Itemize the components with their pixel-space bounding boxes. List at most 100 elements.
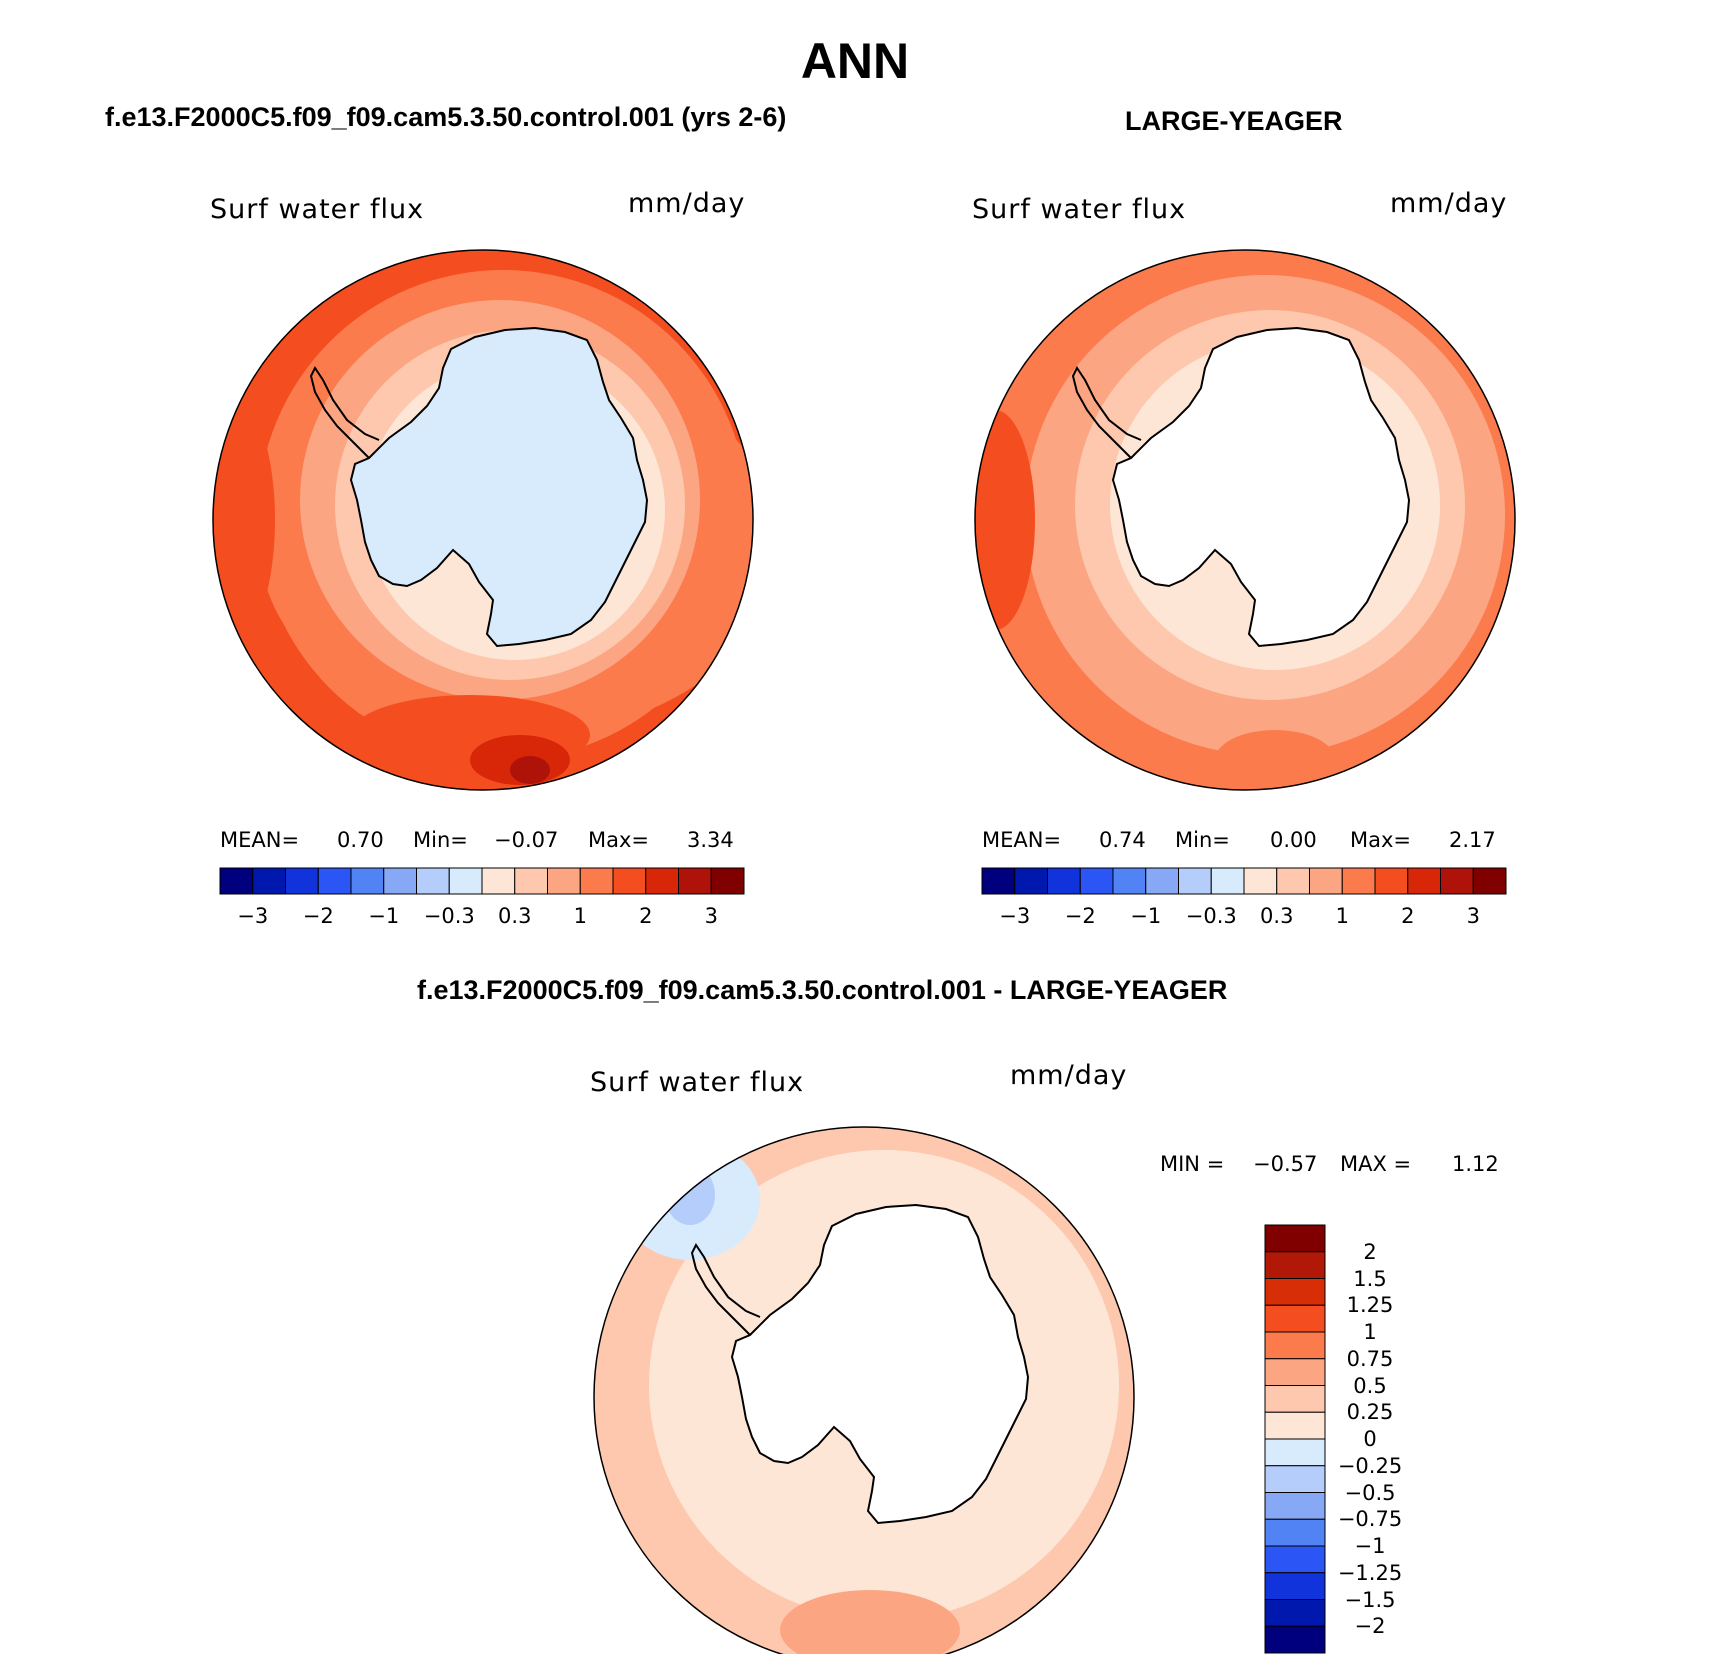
panel2-min-value: 0.00 <box>1270 828 1317 852</box>
panel1-colorbar-box <box>710 867 745 895</box>
panel3-colorbar-box <box>1264 1411 1326 1440</box>
panel1-max-label: Max= <box>588 828 650 852</box>
panel3-units-label: mm/day <box>1010 1060 1128 1091</box>
panel2-colorbar <box>981 867 1507 895</box>
panel3-colorbar-tick-label: −2 <box>1354 1614 1386 1639</box>
panel1-variable-label: Surf water flux <box>210 194 425 225</box>
panel3-colorbar-box <box>1264 1251 1326 1279</box>
panel1-colorbar-box <box>285 867 319 895</box>
panel1-min-label: Min= <box>413 828 468 852</box>
panel3-colorbar-box <box>1264 1599 1326 1627</box>
panel2-colorbar-box <box>1112 867 1147 895</box>
panel3-colorbar-box <box>1264 1625 1326 1654</box>
panel3-colorbar-tick-label: 1.25 <box>1346 1293 1394 1318</box>
panel2-colorbar-tick-label: −2 <box>1064 904 1096 928</box>
panel1-mean-label: MEAN= <box>220 828 300 852</box>
panel1-colorbar-box <box>579 867 614 895</box>
panel2-colorbar-box <box>1079 867 1114 895</box>
panel2-units-label: mm/day <box>1390 188 1508 219</box>
panel2-max-label: Max= <box>1350 828 1412 852</box>
panel3-colorbar-tick-label: 1 <box>1363 1320 1377 1344</box>
panel3-colorbar-box <box>1264 1572 1326 1600</box>
panel3-colorbar-tick-label: −0.25 <box>1337 1453 1403 1478</box>
panel2-colorbar-tick-label: 0.3 <box>1260 904 1294 928</box>
panel3-colorbar-tick-label: −1.25 <box>1337 1560 1403 1585</box>
panel1-colorbar-box <box>350 867 385 895</box>
panel2-map <box>975 250 1515 790</box>
panel1-map <box>213 250 753 790</box>
panel3-colorbar-box <box>1264 1331 1326 1360</box>
panel2-colorbar-box <box>1472 867 1507 895</box>
panel3-max-value: 1.12 <box>1452 1152 1499 1176</box>
panel1-colorbar-box <box>645 867 679 895</box>
panel2-colorbar-tick-label: 2 <box>1401 904 1415 928</box>
panel3-colorbar-tick-label: 0.25 <box>1346 1400 1394 1425</box>
panel3-colorbar-tick-label: −1 <box>1354 1534 1386 1558</box>
panel1-colorbar-box <box>416 867 450 895</box>
panel2-colorbar-box <box>1309 867 1343 895</box>
panel3-min-label: MIN = <box>1160 1152 1225 1176</box>
panel1-colorbar-tick-label: 0.3 <box>498 904 532 928</box>
panel3-colorbar-box <box>1264 1518 1326 1547</box>
panel2-colorbar-tick-label: −3 <box>999 904 1031 928</box>
panel2-case-title: LARGE-YEAGER <box>1125 106 1343 136</box>
panel3-colorbar-tick-label: 2 <box>1363 1239 1377 1264</box>
panel2-variable-label: Surf water flux <box>972 194 1187 225</box>
panel2-colorbar-box <box>1210 867 1245 895</box>
panel3-colorbar-box <box>1264 1385 1326 1413</box>
panel3-variable-label: Surf water flux <box>590 1067 805 1098</box>
panel1-colorbar-tick-label: 2 <box>639 904 653 928</box>
panel2-colorbar-box <box>1047 867 1081 895</box>
panel3-colorbar-tick-label: −0.75 <box>1337 1507 1403 1532</box>
panel2-mean-value: 0.74 <box>1099 828 1146 852</box>
panel3-colorbar-box <box>1264 1465 1326 1493</box>
panel2-colorbar-box <box>1014 867 1048 895</box>
panel3-max-label: MAX = <box>1340 1152 1412 1176</box>
panel2-colorbar-box <box>1243 867 1278 895</box>
panel3-colorbar-tick-label: 1.5 <box>1353 1266 1387 1291</box>
panel3-colorbar-tick-label: −1.5 <box>1344 1587 1396 1612</box>
panel1-colorbar-box <box>383 867 417 895</box>
panel2-colorbar-box <box>1276 867 1310 895</box>
panel1-colorbar-box <box>252 867 286 895</box>
panel1-units-label: mm/day <box>628 188 746 219</box>
panel3-colorbar-tick-label: 0.75 <box>1346 1346 1394 1371</box>
panel3-colorbar-box <box>1264 1304 1326 1333</box>
panel2-min-label: Min= <box>1175 828 1230 852</box>
panel1-colorbar-tick-label: −3 <box>237 904 269 928</box>
panel1-mean-value: 0.70 <box>337 828 384 852</box>
panel1-case-title: f.e13.F2000C5.f09_f09.cam5.3.50.control.… <box>105 102 787 132</box>
panel1-min-value: −0.07 <box>494 828 559 852</box>
panel1-colorbar-box <box>219 867 254 895</box>
panel1-colorbar-box <box>547 867 581 895</box>
panel3-map <box>594 1127 1134 1654</box>
panel3-colorbar-tick-label: −0.5 <box>1344 1480 1396 1505</box>
panel1-colorbar-box <box>514 867 548 895</box>
panel3-colorbar-box <box>1264 1438 1326 1467</box>
panel3-colorbar-tick-label: 0 <box>1363 1427 1377 1451</box>
panel2-mean-label: MEAN= <box>982 828 1062 852</box>
panel2-colorbar-tick-label: −1 <box>1130 904 1162 928</box>
panel3-min-value: −0.57 <box>1253 1152 1318 1176</box>
panel1-colorbar-tick-label: 3 <box>704 904 718 928</box>
panel3-colorbar <box>1264 1224 1326 1654</box>
panel2-max-value: 2.17 <box>1449 828 1496 852</box>
panel1-colorbar-box <box>317 867 352 895</box>
panel1-colorbar-box <box>481 867 516 895</box>
panel1-colorbar-tick-label: −2 <box>302 904 334 928</box>
panel1-colorbar <box>219 867 745 895</box>
panel2-colorbar-box <box>981 867 1016 895</box>
panel2-colorbar-box <box>1178 867 1212 895</box>
panel1-colorbar-tick-label: −0.3 <box>423 904 475 928</box>
panel1-colorbar-tick-label: 1 <box>573 904 587 928</box>
panel2-colorbar-box <box>1440 867 1474 895</box>
panel3-case-title: f.e13.F2000C5.f09_f09.cam5.3.50.control.… <box>417 975 1228 1005</box>
panel1-colorbar-box <box>612 867 647 895</box>
panel2-colorbar-tick-label: 1 <box>1335 904 1349 928</box>
panel2-colorbar-tick-label: −0.3 <box>1185 904 1237 928</box>
panel2-colorbar-tick-label: 3 <box>1466 904 1480 928</box>
panel2-colorbar-box <box>1407 867 1441 895</box>
panel1-colorbar-box <box>448 867 483 895</box>
panel3-colorbar-tick-label: 0.5 <box>1353 1373 1387 1398</box>
